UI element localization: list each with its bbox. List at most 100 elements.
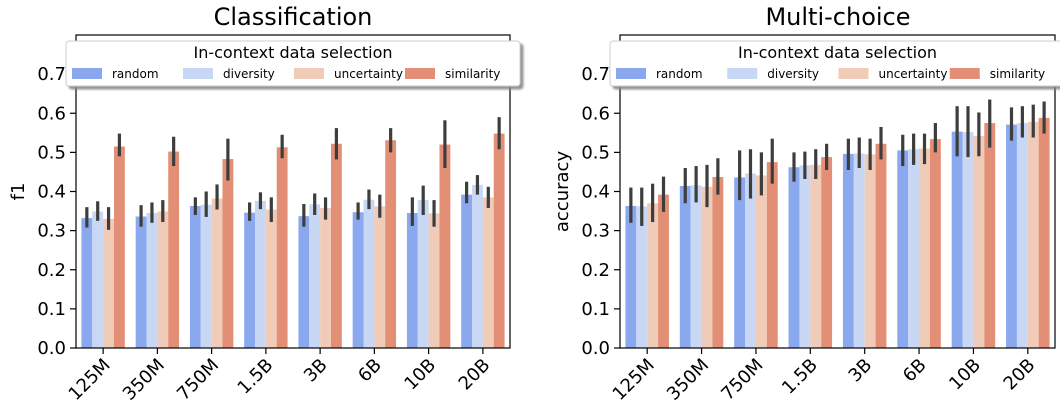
legend-swatch-random xyxy=(72,68,102,79)
x-tick-label: 1.5B xyxy=(234,355,278,399)
bar-similarity-350M xyxy=(712,177,724,348)
y-tick-label: 0.0 xyxy=(581,338,610,359)
y-tick-label: 0.6 xyxy=(37,103,66,124)
bar-uncertainty-20B xyxy=(482,197,494,348)
bar-random-1.5B xyxy=(244,212,256,348)
legend-swatch-random xyxy=(616,68,646,79)
legend-label-random: random xyxy=(656,67,703,81)
bar-diversity-750M xyxy=(745,173,756,348)
bar-diversity-3B xyxy=(309,204,321,348)
bar-similarity-20B xyxy=(493,133,505,348)
bar-diversity-350M xyxy=(690,185,702,348)
legend-label-random: random xyxy=(112,67,159,81)
bar-similarity-20B xyxy=(1038,117,1050,348)
x-tick-label: 10B xyxy=(400,355,440,395)
bar-uncertainty-1.5B xyxy=(810,164,822,348)
bar-similarity-125M xyxy=(113,146,125,348)
legend-label-similarity: similarity xyxy=(445,67,500,81)
legend-swatch-diversity xyxy=(183,68,213,79)
bar-uncertainty-6B xyxy=(919,148,930,348)
bar-random-3B xyxy=(842,153,854,348)
bar-random-350M xyxy=(135,216,147,348)
bar-diversity-10B xyxy=(962,132,974,348)
bar-random-350M xyxy=(679,186,691,348)
legend-swatch-diversity xyxy=(727,68,758,79)
bar-random-750M xyxy=(734,177,746,348)
bar-random-10B xyxy=(951,131,963,348)
bar-diversity-125M xyxy=(636,206,648,348)
y-tick-label: 0.3 xyxy=(37,221,66,242)
bar-random-6B xyxy=(897,150,909,348)
bar-uncertainty-350M xyxy=(157,211,169,348)
bar-diversity-750M xyxy=(200,204,212,348)
bar-uncertainty-20B xyxy=(1027,121,1039,348)
bar-similarity-3B xyxy=(330,143,342,348)
legend-label-diversity: diversity xyxy=(223,67,275,81)
bar-uncertainty-3B xyxy=(320,207,331,348)
legend-swatch-similarity xyxy=(949,68,980,79)
bar-similarity-3B xyxy=(875,143,887,348)
bar-uncertainty-10B xyxy=(973,135,985,348)
y-tick-label: 0.4 xyxy=(581,182,610,203)
y-tick-label: 0.2 xyxy=(37,260,66,281)
x-tick-label: 20B xyxy=(1000,355,1040,395)
y-axis-label: f1 xyxy=(8,183,29,201)
x-tick-label: 10B xyxy=(945,355,985,395)
bar-similarity-350M xyxy=(168,151,180,348)
bar-random-20B xyxy=(1006,124,1017,348)
bar-random-20B xyxy=(461,194,473,348)
y-tick-label: 0.5 xyxy=(37,142,66,163)
bar-diversity-20B xyxy=(472,184,483,348)
legend-label-similarity: similarity xyxy=(990,67,1045,81)
chart-title: Multi-choice xyxy=(765,3,910,31)
bar-uncertainty-750M xyxy=(211,198,223,348)
x-tick-label: 350M xyxy=(663,355,713,405)
bar-random-750M xyxy=(189,205,201,348)
bar-diversity-125M xyxy=(92,211,104,348)
legend-title: In-context data selection xyxy=(738,43,937,62)
y-tick-label: 0.7 xyxy=(37,64,66,85)
y-tick-label: 0.1 xyxy=(581,299,610,320)
bar-similarity-1.5B xyxy=(276,147,288,348)
bar-uncertainty-1.5B xyxy=(265,209,277,348)
legend: In-context data selection random diversity… xyxy=(609,40,1060,87)
legend-box xyxy=(609,40,1060,87)
bar-random-125M xyxy=(81,218,93,348)
y-tick-label: 0.1 xyxy=(37,299,66,320)
x-tick-label: 350M xyxy=(119,355,169,405)
legend-title: In-context data selection xyxy=(193,43,392,62)
bar-similarity-6B xyxy=(385,140,397,348)
bar-uncertainty-10B xyxy=(428,213,440,348)
bar-diversity-20B xyxy=(1016,123,1028,348)
classification-panel: 0.0 0.1 0.2 0.3 0.4 0.5 0.6 0.7 125M 350M 750M 1.5B… xyxy=(8,3,521,405)
y-tick-label: 0.7 xyxy=(581,64,610,85)
bar-similarity-125M xyxy=(658,194,669,348)
legend-swatch-similarity xyxy=(405,68,435,79)
bar-uncertainty-3B xyxy=(864,154,876,348)
y-tick-label: 0.0 xyxy=(37,338,66,359)
bar-diversity-6B xyxy=(908,149,920,348)
legend-label-diversity: diversity xyxy=(767,67,819,81)
x-tick-label: 20B xyxy=(455,355,495,395)
y-axis-label: accuracy xyxy=(552,151,573,233)
x-tick-label: 6B xyxy=(354,355,386,387)
legend-swatch-uncertainty xyxy=(294,68,324,79)
bar-uncertainty-350M xyxy=(701,186,713,348)
x-tick-label: 3B xyxy=(845,355,877,387)
bar-uncertainty-125M xyxy=(647,203,659,348)
bar-uncertainty-6B xyxy=(374,206,386,348)
y-tick-label: 0.2 xyxy=(581,260,610,281)
bar-random-125M xyxy=(625,205,637,348)
bar-diversity-10B xyxy=(417,200,429,348)
y-tick-label: 0.4 xyxy=(37,182,66,203)
x-tick-label: 750M xyxy=(173,355,223,405)
y-tick-label: 0.5 xyxy=(581,142,610,163)
bar-similarity-10B xyxy=(439,144,451,348)
y-tick-label: 0.3 xyxy=(581,221,610,242)
y-tick-label: 0.6 xyxy=(581,103,610,124)
bar-random-10B xyxy=(406,213,418,348)
x-tick-label: 6B xyxy=(899,355,931,387)
multi-choice-panel: 0.0 0.1 0.2 0.3 0.4 0.5 0.6 0.7 125M 350M 750M 1.5B… xyxy=(552,3,1060,405)
bar-similarity-6B xyxy=(929,139,941,348)
